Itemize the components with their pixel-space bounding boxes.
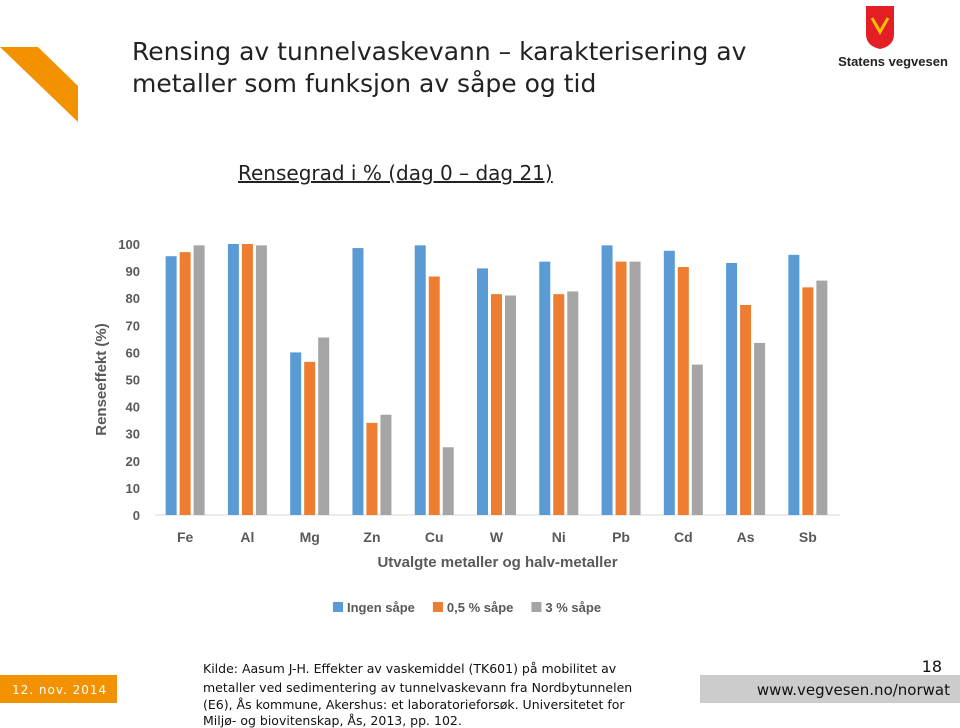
title-line: metaller som funksjon av såpe og tid <box>132 69 596 98</box>
x-tick-label: Mg <box>300 529 320 545</box>
bar <box>227 244 239 515</box>
bar <box>505 295 516 515</box>
legend-swatch <box>531 602 542 612</box>
y-tick-label: 50 <box>126 373 140 388</box>
x-axis-label: Utvalgte metaller og halv-metaller <box>377 554 617 571</box>
bar <box>740 304 752 515</box>
bar <box>691 364 703 515</box>
x-tick-label: Cu <box>425 529 444 545</box>
bar <box>677 267 689 515</box>
bar <box>567 291 579 515</box>
x-tick-label: Sb <box>799 529 817 545</box>
bar <box>414 245 426 516</box>
corner-shape <box>0 47 78 122</box>
x-tick-label: Pb <box>612 529 630 545</box>
url: www.vegvesen.no/norwat <box>757 681 950 699</box>
y-tick-label: 20 <box>126 454 140 469</box>
legend-label: 3 % såpe <box>545 600 601 615</box>
bar <box>726 262 738 515</box>
bar <box>754 342 766 515</box>
bar <box>802 287 814 515</box>
date-band <box>0 675 117 703</box>
y-tick-label: 30 <box>126 427 140 442</box>
bar <box>788 254 800 515</box>
bar <box>318 337 330 515</box>
source-line: metaller ved sedimentering av tunnelvask… <box>203 680 632 695</box>
bar <box>553 294 565 515</box>
bar <box>601 245 613 516</box>
date: 12. nov. 2014 <box>12 683 107 697</box>
bar <box>304 361 316 515</box>
logo-emblem <box>870 17 890 36</box>
y-tick-label: 80 <box>126 291 140 306</box>
bar <box>193 245 205 516</box>
y-axis-label: Renseeffekt (%) <box>93 323 110 436</box>
subtitle: Rensegrad i % (dag 0 – dag 21) <box>238 161 553 185</box>
x-tick-label: Ni <box>552 529 566 545</box>
bar <box>491 294 502 515</box>
x-tick-label: As <box>737 529 755 545</box>
bar <box>255 245 267 516</box>
x-tick-label: Al <box>240 529 254 545</box>
bar <box>615 261 627 515</box>
logo-text: Statens vegvesen <box>838 54 948 69</box>
bar <box>629 261 641 515</box>
source-line: (E6), Ås kommune, Akershus: et laborator… <box>203 697 625 712</box>
bar <box>366 422 378 515</box>
y-tick-label: 40 <box>126 400 140 415</box>
bar <box>241 244 253 515</box>
legend-swatch <box>432 602 443 612</box>
x-tick-label: W <box>490 529 504 545</box>
logo-shield <box>866 6 894 49</box>
bar <box>352 248 364 515</box>
bar <box>816 280 828 515</box>
bar <box>539 261 551 515</box>
x-tick-label: Fe <box>177 529 194 545</box>
bar <box>380 414 392 515</box>
y-tick-label: 10 <box>126 481 140 496</box>
y-tick-label: 100 <box>118 237 140 252</box>
bar <box>290 352 302 515</box>
y-tick-label: 70 <box>126 318 140 333</box>
y-tick-label: 60 <box>126 345 140 360</box>
source-line: Miljø- og biovitenskap, Ås, 2013, pp. 10… <box>203 713 462 728</box>
source-line: Kilde: Aasum J-H. Effekter av vaskemidde… <box>203 661 617 676</box>
y-tick-label: 90 <box>126 264 140 279</box>
x-tick-label: Zn <box>363 529 380 545</box>
bar <box>663 250 675 515</box>
legend-label: Ingen såpe <box>347 600 415 615</box>
x-tick-label: Cd <box>674 529 693 545</box>
legend-swatch <box>333 602 343 612</box>
bar <box>442 447 454 515</box>
page-number: 18 <box>922 657 942 676</box>
bar <box>179 252 191 515</box>
bar <box>477 268 488 515</box>
y-tick-label: 0 <box>133 508 140 523</box>
legend-label: 0,5 % såpe <box>447 600 514 615</box>
title-line: Rensing av tunnelvaskevann – karakterise… <box>132 37 747 66</box>
bar <box>165 256 177 515</box>
url-band <box>700 675 960 703</box>
bar <box>428 276 440 515</box>
